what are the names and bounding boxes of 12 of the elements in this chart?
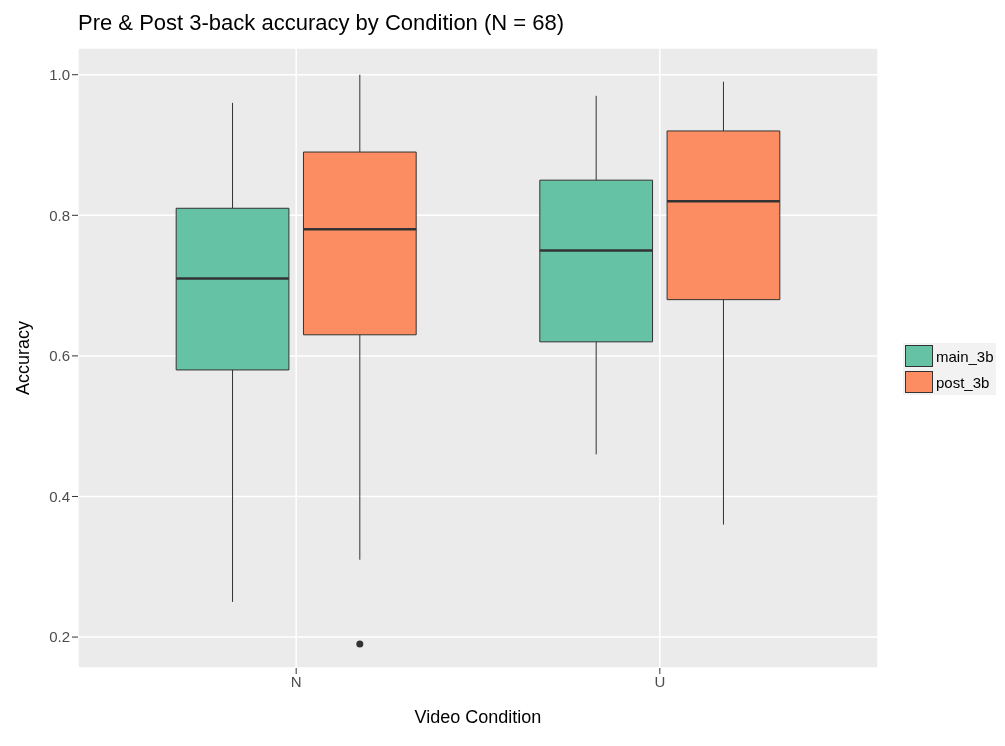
legend-label: post_3b <box>936 373 990 391</box>
y-tick-label: 0.4 <box>49 487 70 505</box>
chart-title: Pre & Post 3-back accuracy by Condition (N = 68) <box>78 10 565 36</box>
x-tick-label: N <box>290 672 302 690</box>
x-axis-title: Video Condition <box>414 707 542 727</box>
legend-label: main_3b <box>936 347 994 365</box>
y-tick-label: 0.6 <box>49 347 70 365</box>
y-axis-title: Accuracy <box>13 320 34 396</box>
y-tick-label: 1.0 <box>49 66 70 84</box>
y-tick-label: 0.8 <box>49 206 70 224</box>
y-tick-label: 0.2 <box>49 628 70 646</box>
x-tick-label: U <box>654 672 666 690</box>
